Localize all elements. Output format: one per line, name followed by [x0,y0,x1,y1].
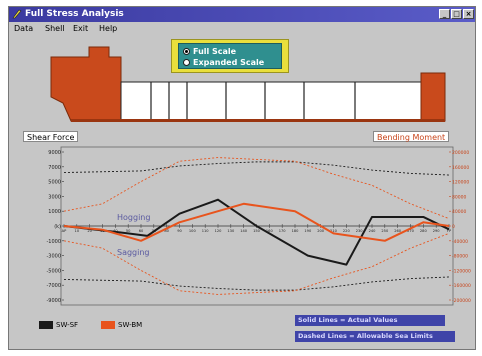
scale-options: Full Scale Expanded Scale [178,43,282,69]
menu-exit[interactable]: Exit [73,24,89,33]
frame-tick-label: 230 [356,229,364,233]
right-tick-label: 120000 [452,180,469,186]
dashed-lines-note: Dashed Lines = Allowable Sea Limits [295,331,455,342]
right-axis: 200000 160000 120000 80000 40000 0 -40000 -8000… [449,150,471,304]
frame-tick-label: 220 [343,229,351,233]
right-tick-label: -80000 [452,254,468,260]
right-tick-label: 0 [452,224,455,230]
right-tick-label: 80000 [452,194,466,200]
allowable-limit-line [63,232,450,295]
menu-shell[interactable]: Shell [45,24,65,33]
frame-tick-label: 10 [75,229,80,233]
left-tick-label: 9000 [48,150,61,156]
legend-bm-label: SW-BM [118,321,143,329]
frame-tick-label: 200 [317,229,325,233]
right-tick-label: -40000 [452,239,468,245]
scale-selector: Full Scale Expanded Scale [171,39,289,73]
series-line-sw-sf [63,198,450,266]
left-tick-label: (k) [54,224,61,230]
title-bar: Full Stress Analysis _ □ × [9,7,475,22]
frame-tick-label: 160 [266,229,274,233]
left-tick-label: 3000 [48,194,61,200]
allowable-limit-line [63,276,450,291]
frame-tick-label: 270 [407,229,415,233]
ship-bow [420,72,446,122]
hogging-label: Hogging [117,213,150,222]
left-tick-label: 7000 [48,165,61,171]
left-tick-label: -5000 [46,268,61,274]
frame-tick-label: 290 [433,229,441,233]
series-line-sw-bm [63,202,450,242]
stress-analysis-window: Full Stress Analysis _ □ × Data Shell Ex… [8,6,476,350]
frame-tick-label: 170 [279,229,287,233]
frame-tick-label: 180 [292,229,300,233]
ship-stern [50,46,122,122]
right-tick-label: -120000 [452,268,471,274]
ship-profile [50,46,446,122]
left-tick-label: -7000 [46,283,61,289]
frame-tick-label: 140 [240,229,248,233]
maximize-button[interactable]: □ [451,9,462,19]
frame-tick-label: 240 [369,229,377,233]
left-tick-label: 1000 [48,209,61,215]
frame-tick-label: 80 [164,229,169,233]
stress-chart-area: 90007000500030001000(k)-1000-3000-5000-7… [46,46,471,306]
right-tick-label: 40000 [452,209,466,215]
full-scale-label: Full Scale [193,47,237,56]
frame-tick-label: 250 [381,229,389,233]
close-button[interactable]: × [463,9,474,19]
left-tick-label: -3000 [46,254,61,260]
frame-tick-label: FP [447,229,452,233]
right-tick-label: 200000 [452,150,469,156]
bending-moment-label: Bending Moment [373,131,450,142]
left-axis: 9000 7000 5000 3000 1000 (k) -1000 -3000 -5000 -7… [46,150,64,304]
left-tick-label: -9000 [46,298,61,304]
frame-tick-label: 50 [126,229,131,233]
frame-tick-label: 150 [253,229,261,233]
frame-tick-label: 60 [139,229,144,233]
ship-keel [71,119,445,122]
expanded-scale-label: Expanded Scale [193,58,265,67]
solid-lines-note: Solid Lines = Actual Values [295,315,445,326]
menu-data[interactable]: Data [14,24,34,33]
sagging-label: Sagging [117,248,150,257]
frame-tick-label: AP [62,229,67,233]
menu-bar: Data Shell Exit Help [9,22,475,36]
right-tick-label: -200000 [452,298,471,304]
frame-tick-label: 100 [189,229,197,233]
frame-tick-label: 280 [420,229,428,233]
frame-tick-label: 130 [227,229,235,233]
frame-tick-label: 90 [177,229,182,233]
frame-tick-label: 210 [330,229,338,233]
frame-tick-label: 110 [202,229,210,233]
frame-tick-label: 20 [87,229,92,233]
legend-bm-swatch [101,321,115,329]
frame-tick-label: 120 [215,229,223,233]
menu-help[interactable]: Help [99,24,118,33]
right-tick-label: -160000 [452,283,471,289]
left-tick-label: -1000 [46,239,61,245]
legend-sf-label: SW-SF [56,321,79,329]
full-scale-radio[interactable] [183,48,190,55]
hold-dividers [150,82,356,121]
app-icon [12,9,22,19]
frame-tick-label: 190 [304,229,312,233]
expanded-scale-radio[interactable] [183,59,190,66]
limit-lines [63,157,450,295]
allowable-limit-line [63,157,450,220]
right-tick-label: 160000 [452,165,469,171]
minimize-button[interactable]: _ [439,9,450,19]
ship-holds [120,81,422,122]
frame-tick-label: 260 [394,229,402,233]
window-title: Full Stress Analysis [25,9,124,19]
legend-sf-swatch [39,321,53,329]
allowable-limit-line [63,161,450,176]
left-tick-label: 5000 [48,180,61,186]
shear-force-label: Shear Force [23,131,79,142]
series-lines [63,198,450,266]
